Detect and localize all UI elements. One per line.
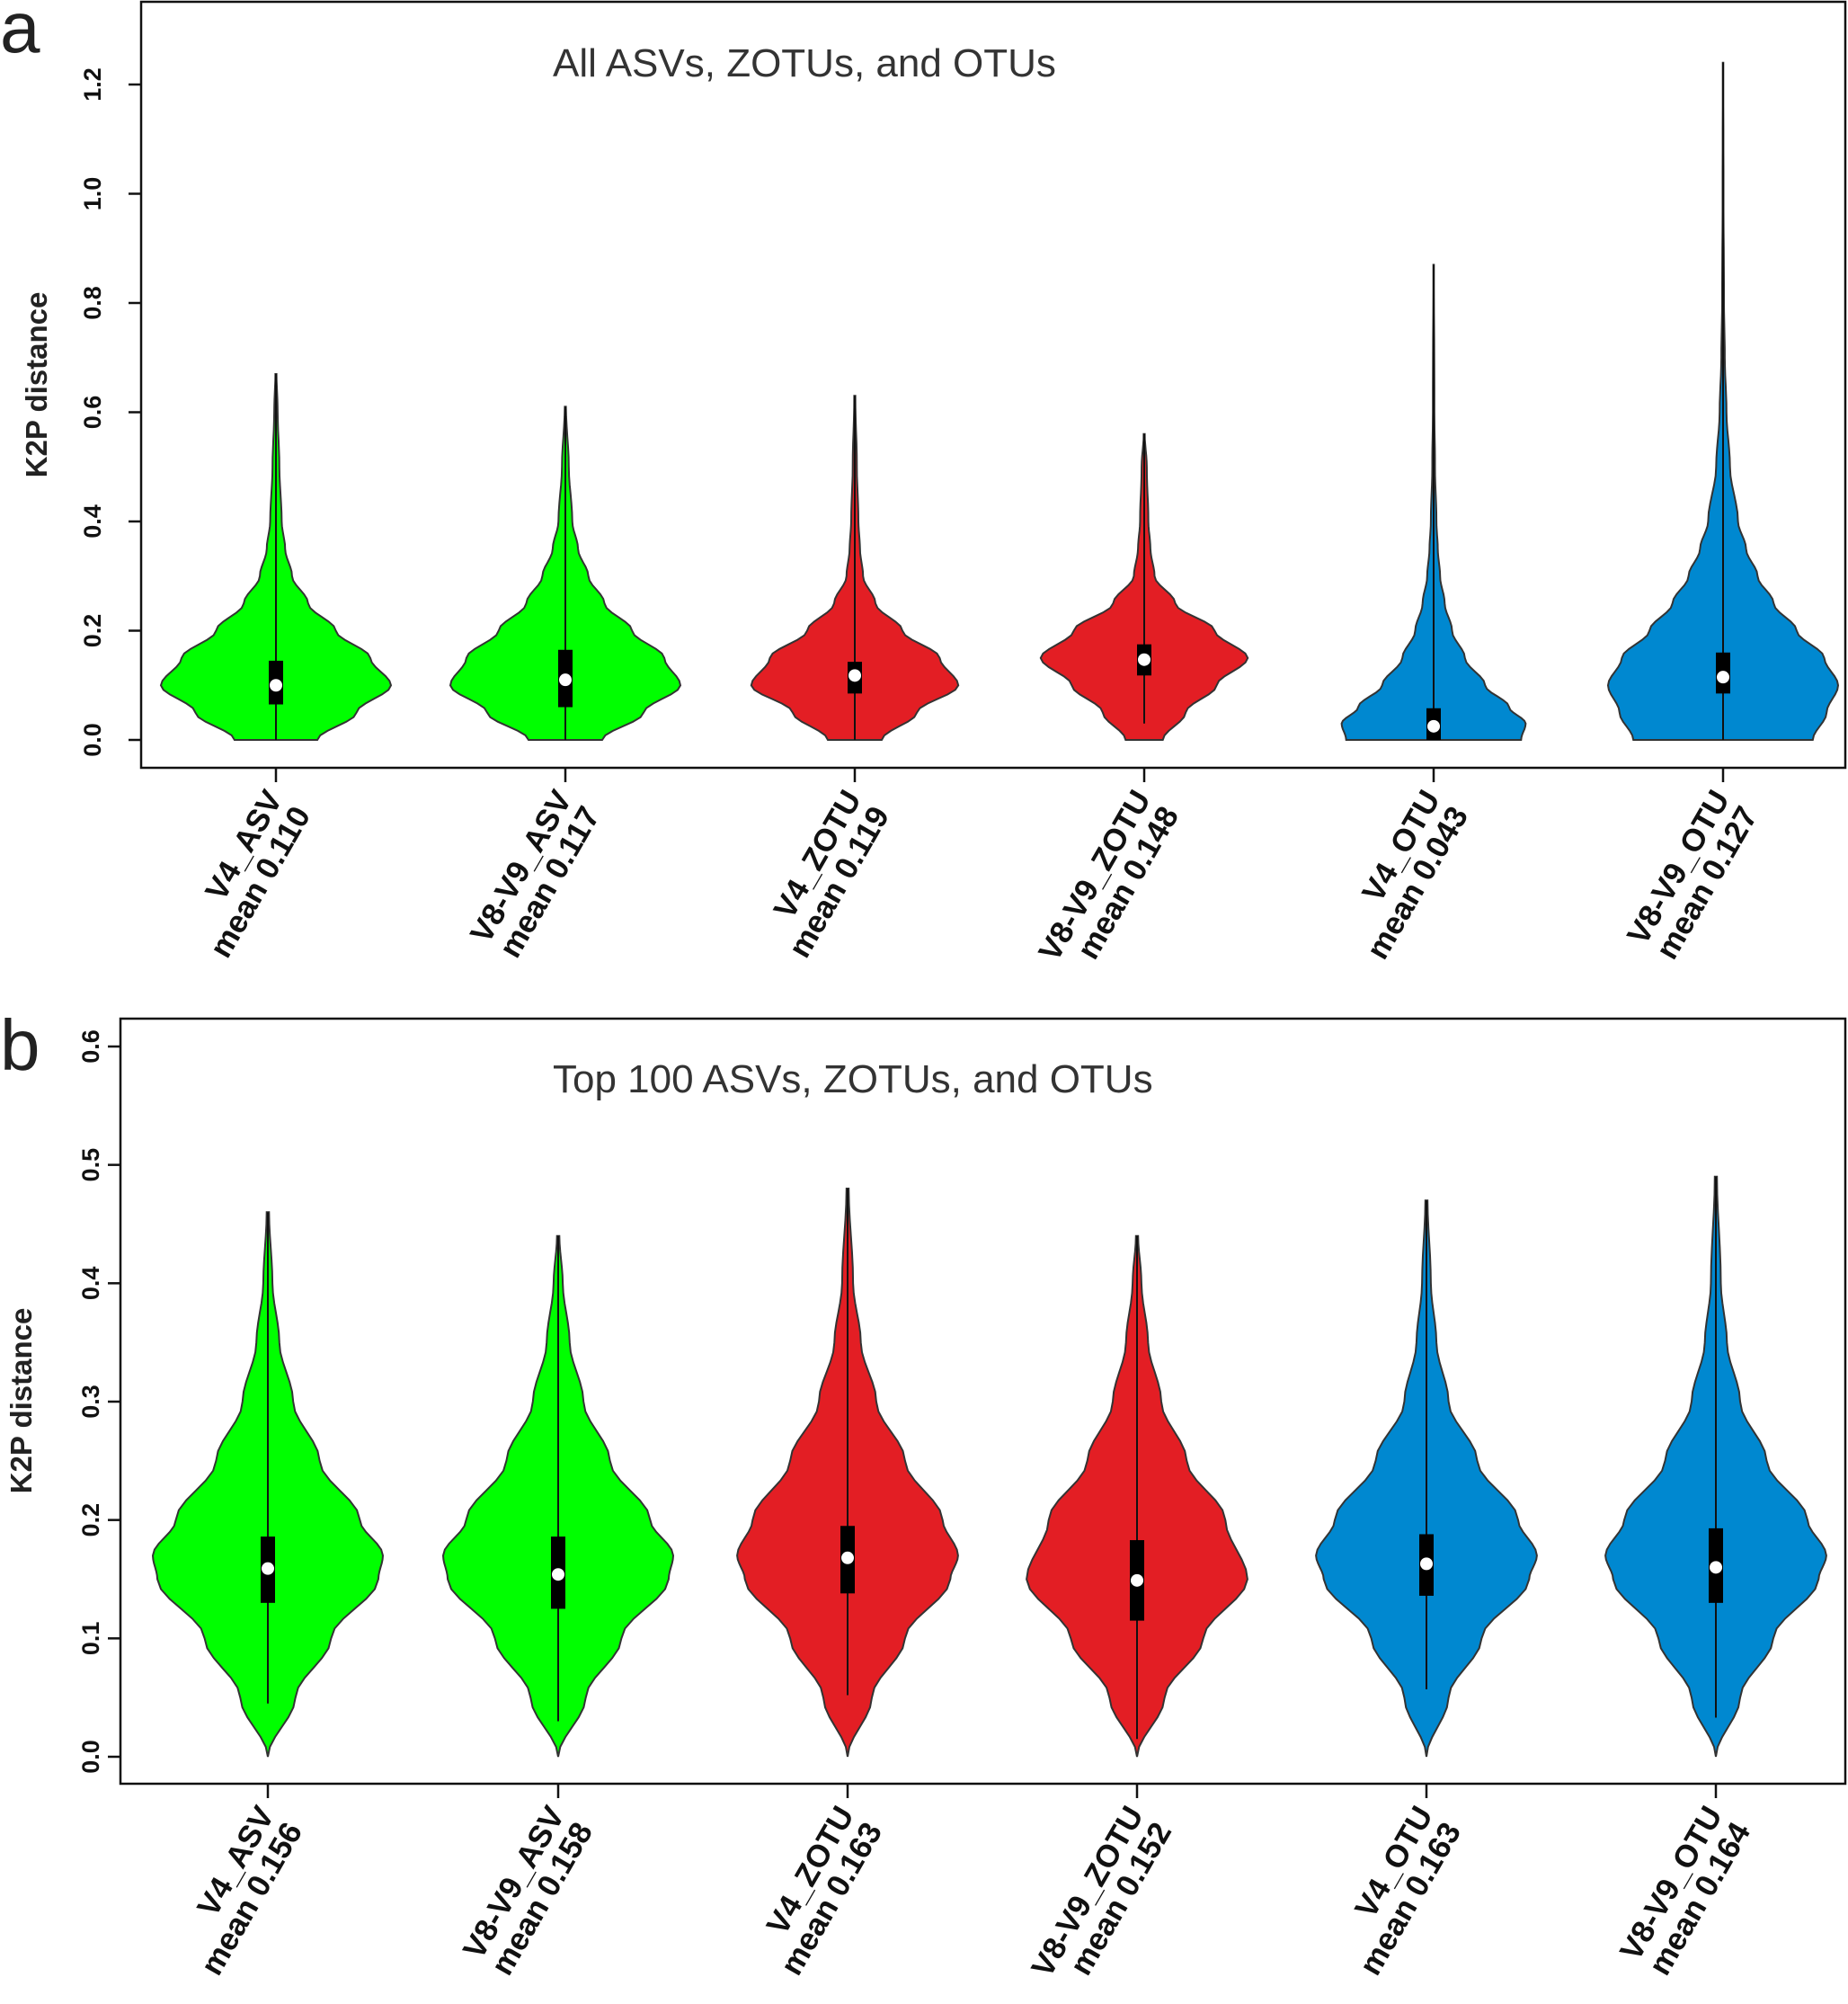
panel-a-plot-frame <box>139 0 1847 770</box>
median-dot <box>1138 653 1151 666</box>
y-tick-label: 0.0 <box>77 1740 104 1774</box>
panel-a: a All ASVs, ZOTUs, and OTUs K2P distance… <box>0 0 1847 984</box>
x-category-label: V8-V9_ZOTUmean 0.152 <box>1025 1801 1178 2000</box>
panel-a-letter: a <box>0 0 40 67</box>
y-tick-label: 0.4 <box>79 504 106 539</box>
panel-b-x-axis: V4_ASVmean 0.156 V8-V9_ASVmean 0.158 V4_ZO… <box>166 1784 1758 2000</box>
x-category-label: V8-V9_ASVmean 0.117 <box>464 784 608 965</box>
x-category-label: V4_ZOTUmean 0.163 <box>746 1801 889 1982</box>
median-dot <box>1427 719 1440 733</box>
x-category-label: V8-V9_ASVmean 0.158 <box>457 1800 600 1982</box>
panel-a-y-axis: 0.0 0.2 0.4 0.6 0.8 1.0 1.2 <box>79 67 141 757</box>
x-category-label: V8-V9_OTUmean 0.127 <box>1621 785 1764 967</box>
panel-a-violins <box>159 61 1840 741</box>
y-tick-label: 0.0 <box>79 723 106 757</box>
median-dot <box>841 1551 854 1564</box>
y-tick-label: 0.6 <box>79 396 106 430</box>
x-category-label: V4_ZOTUmean 0.119 <box>754 785 896 964</box>
y-tick-label: 1.2 <box>79 67 106 102</box>
median-dot <box>1710 1561 1722 1574</box>
y-tick-label: 0.8 <box>79 286 106 320</box>
median-dot <box>559 673 572 687</box>
x-category-label: V8-V9_OTUmean 0.164 <box>1613 1800 1758 1982</box>
panel-b-y-axis-title: K2P distance <box>4 1308 38 1494</box>
y-tick-label: 0.5 <box>77 1148 104 1182</box>
y-tick-label: 0.3 <box>77 1385 104 1419</box>
panel-b-letter: b <box>0 1005 40 1085</box>
median-dot <box>262 1562 274 1575</box>
x-category-label: V8-V9_ZOTUmean 0.148 <box>1032 785 1186 984</box>
x-category-label: V4_OTUmean 0.043 <box>1332 785 1475 966</box>
x-category-label: V4_OTUmean 0.163 <box>1325 1801 1468 1982</box>
y-tick-label: 0.2 <box>79 614 106 648</box>
panel-a-x-axis: V4_ASVmean 0.110 V8-V9_ASVmean 0.117 V4_ZO… <box>175 768 1764 984</box>
y-tick-label: 0.6 <box>77 1029 104 1064</box>
panel-b-plot-frame <box>119 1017 1847 1786</box>
x-category-label: V4_ASVmean 0.156 <box>166 1800 310 1982</box>
panel-a-title: All ASVs, ZOTUs, and OTUs <box>553 41 1056 85</box>
median-dot <box>1717 671 1729 684</box>
panel-b-violins <box>151 1175 1827 1758</box>
panel-a-y-axis-title: K2P distance <box>20 292 53 478</box>
y-tick-label: 1.0 <box>79 177 106 211</box>
y-tick-label: 0.1 <box>77 1622 104 1656</box>
median-dot <box>1420 1557 1433 1571</box>
y-tick-label: 0.4 <box>77 1267 104 1301</box>
median-dot <box>848 669 861 682</box>
x-category-label: V4_ASVmean 0.110 <box>175 784 318 964</box>
median-dot <box>1131 1573 1143 1587</box>
median-dot <box>270 679 282 692</box>
panel-b-title: Top 100 ASVs, ZOTUs, and OTUs <box>553 1057 1153 1101</box>
panel-b-y-axis: 0.0 0.1 0.2 0.3 0.4 0.5 0.6 <box>77 1029 120 1774</box>
panel-b: b Top 100 ASVs, ZOTUs, and OTUs K2P dist… <box>0 1005 1847 2000</box>
y-tick-label: 0.2 <box>77 1503 104 1537</box>
median-dot <box>552 1568 564 1581</box>
